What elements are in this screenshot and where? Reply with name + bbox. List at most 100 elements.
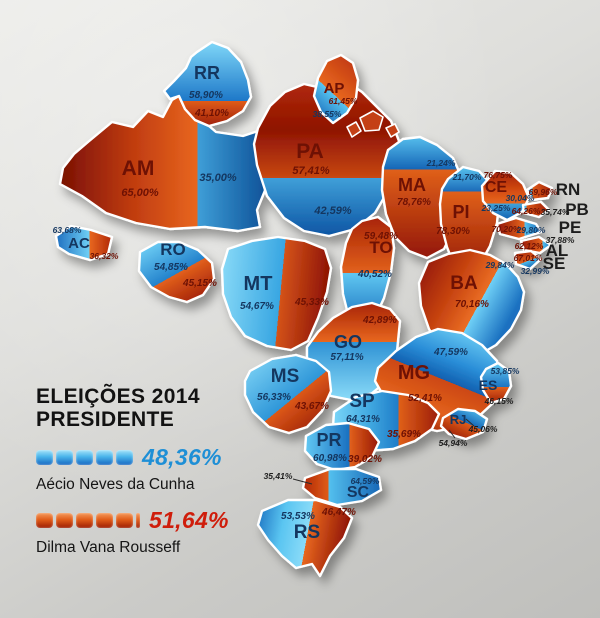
island-small-1 <box>346 121 362 138</box>
state-RN-shape <box>525 180 554 202</box>
state-GO-blue-pct: 57,11% <box>330 352 363 363</box>
leader-line-rj-blue <box>465 418 475 427</box>
state-RJ-red-pct: 54,94% <box>439 438 468 448</box>
state-PR-red-pct: 39,02% <box>348 454 382 465</box>
state-MA-red-pct: 78,76% <box>397 197 431 208</box>
dilma-bar <box>36 513 140 529</box>
title-line1: ELEIÇÕES 2014 <box>36 385 200 408</box>
legend-title: ELEIÇÕES 2014 PRESIDENTE <box>36 385 266 431</box>
state-RR-shape <box>162 40 253 128</box>
state-RR-blue-pct: 58,90% <box>189 90 223 101</box>
island-marajo <box>359 110 384 132</box>
aecio-row: 48,36% <box>36 444 266 471</box>
state-AP-red-pct: 61,45% <box>329 96 358 106</box>
state-CE-blue-pct: 23,25% <box>481 203 511 213</box>
state-AP-blue-pct: 38,55% <box>313 109 342 119</box>
state-RJ-label: RJ <box>450 412 467 427</box>
state-MT-label: MT <box>244 273 273 295</box>
state-MS-shape <box>243 353 333 435</box>
dilma-bar-segment <box>116 513 133 529</box>
dilma-bar-segment <box>36 513 53 529</box>
state-RN-label: RN <box>556 180 581 199</box>
state-PE-red-pct: 70,20% <box>492 224 521 234</box>
state-PR-shape <box>303 421 381 472</box>
dilma-bar-segment <box>96 513 113 529</box>
state-MT-red-pct: 45,33% <box>294 297 329 308</box>
state-PI-red-pct: 78,30% <box>436 226 470 237</box>
state-GO-label: GO <box>334 332 362 352</box>
dilma-row: 51,64% <box>36 507 266 534</box>
state-SP-red-pct: 35,69% <box>387 429 421 440</box>
state-AP-label: AP <box>324 80 345 97</box>
dilma-pct: 51,64% <box>149 507 229 534</box>
state-MA-label: MA <box>398 175 426 195</box>
state-PE-label: PE <box>559 218 582 237</box>
state-PI-blue-pct: 21,70% <box>452 172 482 182</box>
state-PI-label: PI <box>452 202 469 222</box>
state-MS-red-pct: 43,67% <box>294 401 329 412</box>
state-AM-red-pct: 65,00% <box>121 187 159 199</box>
state-RN-blue-pct: 30,04% <box>506 193 535 203</box>
state-AL-red-pct: 62,12% <box>515 241 544 251</box>
leader-line-sc <box>292 478 313 485</box>
state-AP-shape <box>312 53 360 125</box>
state-AC-label: AC <box>68 235 90 252</box>
state-BA-blue-pct: 29,84% <box>485 260 515 270</box>
state-BA-red-pct: 70,16% <box>455 299 489 310</box>
dilma-bar-segment <box>76 513 93 529</box>
aecio-pct: 48,36% <box>142 444 222 471</box>
state-AL-shape <box>519 235 553 255</box>
aecio-bar-segment <box>76 450 93 466</box>
state-AM-label: AM <box>122 157 155 180</box>
state-RR-label: RR <box>194 63 220 83</box>
state-MG-red-pct: 52,41% <box>408 393 442 404</box>
island-small-2 <box>385 123 400 138</box>
leader-line-rj-red <box>448 429 456 439</box>
aecio-bar-segment <box>56 450 73 466</box>
state-PB-shape <box>521 200 551 219</box>
state-SC-blue-pct: 64,59% <box>351 476 380 486</box>
state-RO-blue-pct: 54,85% <box>154 262 188 273</box>
dilma-bar-sliver <box>136 513 140 529</box>
state-SE-label: SE <box>543 254 566 273</box>
state-AM-blue-pct: 35,00% <box>199 172 237 184</box>
state-PA-label: PA <box>296 140 324 163</box>
state-CE-red-pct: 76,75% <box>484 170 513 180</box>
state-RS-blue-pct: 53,53% <box>281 511 315 522</box>
state-ES-blue-pct: 53,85% <box>491 366 520 376</box>
state-MT-blue-pct: 54,67% <box>240 301 274 312</box>
state-RS-shape <box>256 498 354 578</box>
state-SC-red-pct: 35,41% <box>264 471 293 481</box>
state-MT-shape <box>220 235 333 352</box>
state-PE-shape <box>495 216 543 241</box>
aecio-bar <box>36 450 133 466</box>
state-SP-blue-pct: 64,31% <box>346 414 380 425</box>
state-PB-label: PB <box>565 200 589 219</box>
state-RS-red-pct: 46,47% <box>321 507 356 518</box>
state-TO-blue-pct: 40,52% <box>357 269 392 280</box>
state-PE-blue-pct: 29,80% <box>516 225 546 235</box>
state-RJ-shape <box>439 407 489 441</box>
state-SC-shape <box>301 467 383 507</box>
state-AC-red-pct: 36,32% <box>90 251 119 261</box>
state-MG-label: MG <box>398 362 430 384</box>
state-ES-label: ES <box>479 377 498 393</box>
dilma-name: Dilma Vana Rousseff <box>36 539 181 557</box>
state-RJ-blue-pct: 45,06% <box>468 424 498 434</box>
state-ES-shape <box>479 361 513 405</box>
state-AC-blue-pct: 63,68% <box>53 225 82 235</box>
state-MA-blue-pct: 21,24% <box>426 158 456 168</box>
state-SE-shape <box>513 249 543 271</box>
state-BA-label: BA <box>450 273 478 294</box>
state-PB-blue-pct: 35,74% <box>541 207 570 217</box>
aecio-bar-segment <box>36 450 53 466</box>
state-AL-blue-pct: 37,88% <box>546 235 575 245</box>
state-ES-red-pct: 46,15% <box>484 396 514 406</box>
aecio-name: Aécio Neves da Cunha <box>36 476 195 494</box>
state-PA-red-pct: 57,41% <box>292 165 330 177</box>
state-PB-red-pct: 64,26% <box>512 206 541 216</box>
title-line2: PRESIDENTE <box>36 407 175 431</box>
state-SE-blue-pct: 32,99% <box>521 266 550 276</box>
state-TO-red-pct: 59,48% <box>364 231 398 242</box>
